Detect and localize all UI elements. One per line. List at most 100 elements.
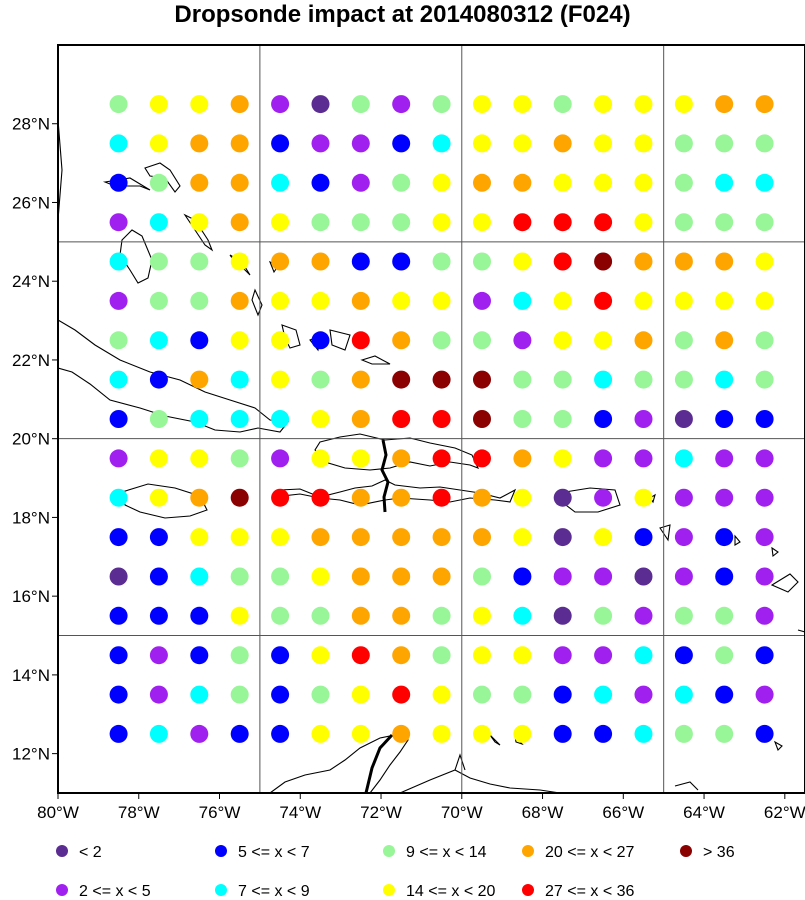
- impact-point: [674, 331, 693, 350]
- y-tick-label: 20°N: [12, 430, 50, 449]
- impact-point: [715, 646, 734, 665]
- impact-point: [351, 646, 370, 665]
- impact-point: [190, 606, 209, 625]
- impact-point: [311, 488, 330, 507]
- impact-point: [311, 410, 330, 428]
- impact-point: [715, 370, 734, 389]
- legend-swatch: [383, 884, 395, 896]
- x-tick-label: 62°W: [764, 803, 805, 822]
- impact-point: [755, 567, 774, 586]
- impact-point: [351, 370, 370, 389]
- impact-point: [473, 173, 491, 192]
- x-tick-label: 68°W: [522, 803, 564, 822]
- impact-point: [109, 370, 128, 389]
- impact-point: [392, 606, 411, 625]
- legend-swatch: [56, 884, 68, 896]
- x-tick-label: 70°W: [441, 803, 483, 822]
- impact-point: [513, 567, 532, 586]
- x-tick-label: 72°W: [360, 803, 402, 822]
- impact-point: [109, 213, 128, 232]
- impact-point: [594, 488, 613, 507]
- legend-label: 14 <= x < 20: [406, 883, 496, 900]
- impact-point: [392, 213, 411, 232]
- legend-swatch: [680, 845, 692, 857]
- impact-point: [230, 331, 249, 350]
- impact-point: [432, 449, 451, 468]
- impact-point: [473, 370, 491, 389]
- legend-label: 20 <= x < 27: [545, 844, 635, 861]
- impact-point: [755, 95, 774, 114]
- impact-point: [553, 173, 572, 192]
- impact-point: [594, 410, 613, 428]
- x-tick-label: 74°W: [279, 803, 321, 822]
- impact-point: [674, 646, 693, 665]
- impact-point: [190, 173, 209, 192]
- impact-point: [190, 528, 209, 547]
- impact-point: [311, 449, 330, 468]
- impact-point: [392, 410, 411, 428]
- country-borders: [364, 439, 394, 793]
- impact-point: [755, 213, 774, 232]
- impact-point: [271, 213, 290, 232]
- impact-point: [149, 252, 168, 271]
- impact-point: [351, 567, 370, 586]
- impact-point: [755, 331, 774, 350]
- impact-point: [271, 488, 290, 507]
- impact-point: [432, 331, 451, 350]
- impact-point: [149, 724, 168, 743]
- page-title: Dropsonde impact at 2014080312 (F024): [174, 1, 631, 28]
- impact-point: [392, 252, 411, 271]
- impact-point: [271, 606, 290, 625]
- impact-point: [351, 134, 370, 153]
- impact-point: [190, 488, 209, 507]
- impact-point: [109, 134, 128, 153]
- impact-point: [513, 410, 532, 428]
- impact-point: [351, 606, 370, 625]
- map-frame: [57, 44, 805, 794]
- x-tick-label: 80°W: [37, 803, 79, 822]
- impact-point: [473, 724, 491, 743]
- impact-point: [149, 95, 168, 114]
- impact-point: [311, 291, 330, 310]
- impact-point: [311, 370, 330, 389]
- impact-point: [432, 370, 451, 389]
- x-tick-label: 64°W: [683, 803, 725, 822]
- impact-point: [109, 646, 128, 665]
- impact-point: [634, 606, 653, 625]
- impact-point: [351, 449, 370, 468]
- impact-point: [311, 213, 330, 232]
- impact-point: [392, 449, 411, 468]
- impact-point: [634, 724, 653, 743]
- impact-point: [634, 213, 653, 232]
- impact-point: [432, 567, 451, 586]
- impact-point: [311, 331, 330, 350]
- impact-point: [513, 95, 532, 114]
- impact-point: [190, 213, 209, 232]
- impact-point: [149, 213, 168, 232]
- impact-point: [351, 95, 370, 114]
- impact-point: [190, 410, 209, 428]
- impact-point: [271, 95, 290, 114]
- impact-point: [473, 488, 491, 507]
- impact-point: [149, 606, 168, 625]
- impact-point: [473, 291, 491, 310]
- legend: < 2 5 <= x < 7 9 <= x < 14 20 <= x < 27 > 36…: [56, 844, 735, 900]
- impact-point: [674, 95, 693, 114]
- y-tick-label: 14°N: [12, 666, 50, 685]
- y-tick-label: 16°N: [12, 587, 50, 606]
- impact-point: [513, 370, 532, 389]
- impact-point: [109, 724, 128, 743]
- x-axis-ticks: 80°W 78°W 76°W 74°W 72°W 70°W 68°W 66°W 64°W 62°W: [37, 793, 805, 822]
- impact-point: [392, 488, 411, 507]
- impact-point: [109, 488, 128, 507]
- y-tick-label: 22°N: [12, 351, 50, 370]
- impact-point: [715, 528, 734, 547]
- impact-point: [271, 173, 290, 192]
- impact-point: [271, 410, 290, 428]
- impact-point: [674, 134, 693, 153]
- impact-point: [230, 291, 249, 310]
- impact-point: [553, 291, 572, 310]
- impact-point: [230, 95, 249, 114]
- impact-point: [109, 173, 128, 192]
- legend-label: 2 <= x < 5: [79, 883, 151, 900]
